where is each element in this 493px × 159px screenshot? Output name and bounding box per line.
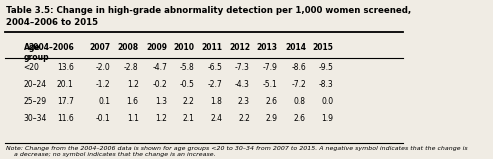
Text: -5.8: -5.8 xyxy=(180,63,195,72)
Text: -0.2: -0.2 xyxy=(152,80,167,89)
Text: -6.5: -6.5 xyxy=(208,63,222,72)
Text: 2012: 2012 xyxy=(229,43,250,52)
Text: 13.6: 13.6 xyxy=(57,63,73,72)
Text: Note: Change from the 2004–2006 data is shown for age groups <20 to 30–34 from 2: Note: Change from the 2004–2006 data is … xyxy=(6,146,468,157)
Text: -0.1: -0.1 xyxy=(96,114,110,123)
Text: <20: <20 xyxy=(24,63,39,72)
Text: 1.6: 1.6 xyxy=(127,97,139,106)
Text: 1.3: 1.3 xyxy=(155,97,167,106)
Text: 2010: 2010 xyxy=(174,43,195,52)
Text: 2.6: 2.6 xyxy=(294,114,306,123)
Text: 25–29: 25–29 xyxy=(24,97,47,106)
Text: -8.6: -8.6 xyxy=(291,63,306,72)
Text: -9.5: -9.5 xyxy=(318,63,334,72)
Text: 11.6: 11.6 xyxy=(57,114,73,123)
Text: 17.7: 17.7 xyxy=(57,97,73,106)
Text: 2.1: 2.1 xyxy=(183,114,195,123)
Text: 2011: 2011 xyxy=(201,43,222,52)
Text: -4.3: -4.3 xyxy=(235,80,250,89)
Text: 1.9: 1.9 xyxy=(321,114,334,123)
Text: 2004–2006: 2004–2006 xyxy=(28,43,73,52)
Text: 2.4: 2.4 xyxy=(211,114,222,123)
Text: -2.8: -2.8 xyxy=(124,63,139,72)
Text: 2.6: 2.6 xyxy=(266,97,278,106)
Text: 20–24: 20–24 xyxy=(24,80,47,89)
Text: -2.0: -2.0 xyxy=(96,63,110,72)
Text: 1.8: 1.8 xyxy=(211,97,222,106)
Text: 0.0: 0.0 xyxy=(321,97,334,106)
Text: -7.9: -7.9 xyxy=(263,63,278,72)
Text: 20.1: 20.1 xyxy=(57,80,73,89)
Text: 1.2: 1.2 xyxy=(155,114,167,123)
Text: 2.3: 2.3 xyxy=(238,97,250,106)
Text: 2013: 2013 xyxy=(256,43,278,52)
Text: -0.5: -0.5 xyxy=(180,80,195,89)
Text: Age
group: Age group xyxy=(24,43,49,62)
Text: 2004–2006 to 2015: 2004–2006 to 2015 xyxy=(6,18,98,27)
Text: -1.2: -1.2 xyxy=(96,80,110,89)
Text: 2015: 2015 xyxy=(313,43,334,52)
Text: 2009: 2009 xyxy=(146,43,167,52)
Text: 2008: 2008 xyxy=(117,43,139,52)
Text: 2.9: 2.9 xyxy=(266,114,278,123)
Text: -7.3: -7.3 xyxy=(235,63,250,72)
Text: -8.3: -8.3 xyxy=(319,80,334,89)
Text: 2.2: 2.2 xyxy=(183,97,195,106)
Text: 1.1: 1.1 xyxy=(127,114,139,123)
Text: 1.2: 1.2 xyxy=(127,80,139,89)
Text: 2.2: 2.2 xyxy=(238,114,250,123)
Text: Table 3.5: Change in high-grade abnormality detection per 1,000 women screened,: Table 3.5: Change in high-grade abnormal… xyxy=(6,6,412,15)
Text: 2007: 2007 xyxy=(89,43,110,52)
Text: 0.1: 0.1 xyxy=(98,97,110,106)
Text: 2014: 2014 xyxy=(285,43,306,52)
Text: 30–34: 30–34 xyxy=(24,114,47,123)
Text: -7.2: -7.2 xyxy=(291,80,306,89)
Text: 0.8: 0.8 xyxy=(294,97,306,106)
Text: -5.1: -5.1 xyxy=(263,80,278,89)
Text: -4.7: -4.7 xyxy=(152,63,167,72)
Text: -2.7: -2.7 xyxy=(208,80,222,89)
